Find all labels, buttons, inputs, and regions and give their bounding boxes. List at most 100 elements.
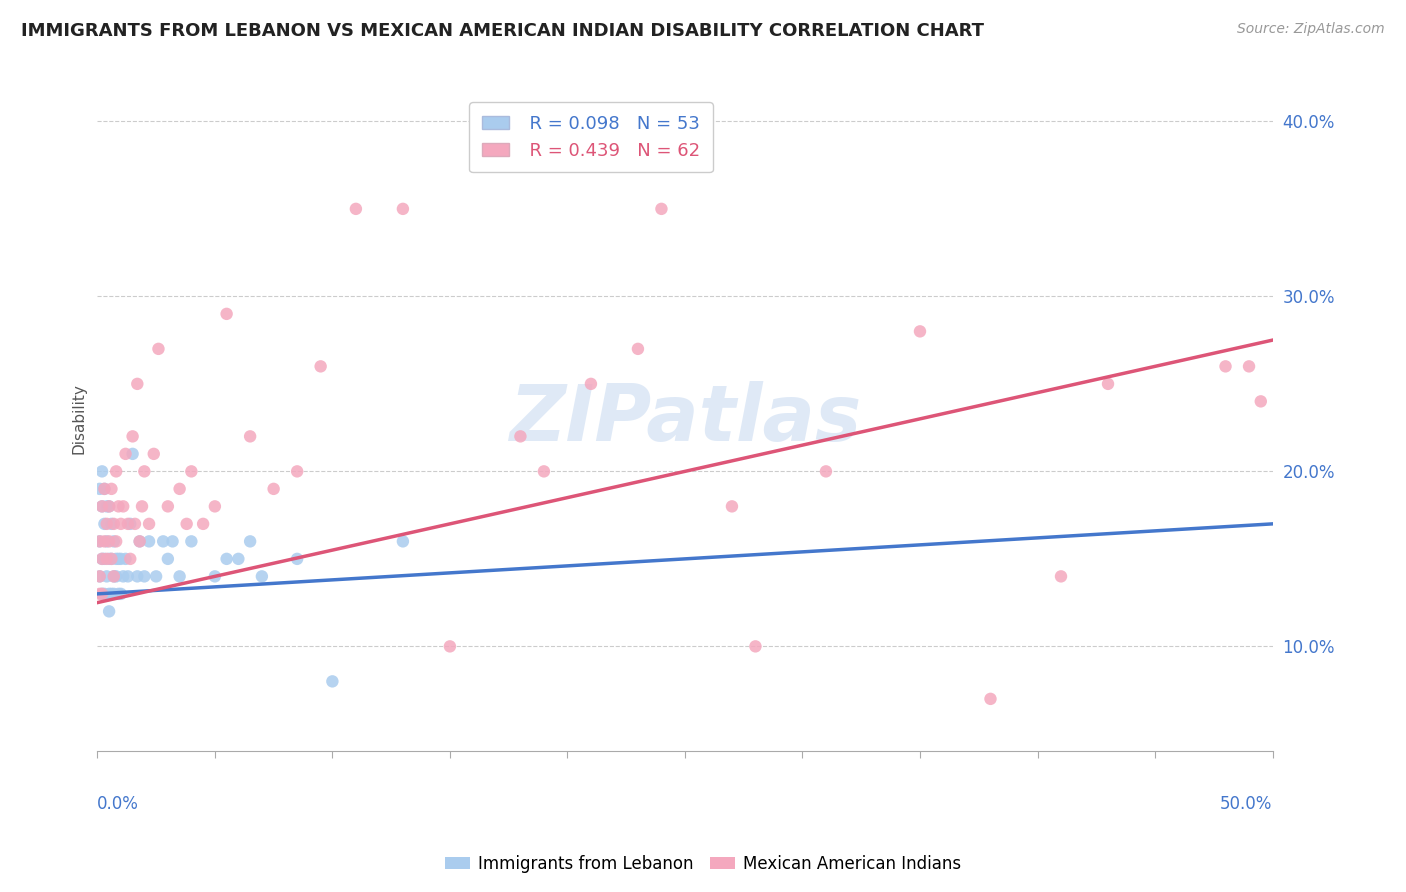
Point — [93, 482, 115, 496]
Point — [91, 552, 114, 566]
Point — [908, 324, 931, 338]
Point — [145, 569, 167, 583]
Point — [285, 464, 308, 478]
Point — [103, 534, 125, 549]
Point — [110, 516, 132, 531]
Point — [89, 587, 111, 601]
Point — [112, 569, 135, 583]
Point — [131, 500, 153, 514]
Point — [120, 516, 142, 531]
Point — [96, 516, 118, 531]
Point — [93, 482, 115, 496]
Point — [156, 500, 179, 514]
Point — [89, 534, 111, 549]
Point — [89, 482, 111, 496]
Text: ZIPatlas: ZIPatlas — [509, 381, 860, 457]
Point — [110, 587, 132, 601]
Point — [1215, 359, 1237, 374]
Point — [204, 500, 226, 514]
Point — [103, 587, 125, 601]
Point — [134, 569, 156, 583]
Point — [91, 500, 114, 514]
Point — [814, 464, 837, 478]
Point — [148, 342, 170, 356]
Point — [127, 376, 149, 391]
Point — [627, 342, 650, 356]
Point — [89, 534, 111, 549]
Point — [180, 534, 202, 549]
Point — [110, 552, 132, 566]
Point — [107, 500, 129, 514]
Point — [105, 464, 128, 478]
Point — [204, 569, 226, 583]
Point — [96, 500, 118, 514]
Point — [744, 640, 766, 654]
Point — [509, 429, 531, 443]
Point — [162, 534, 184, 549]
Point — [105, 552, 128, 566]
Point — [105, 569, 128, 583]
Point — [309, 359, 332, 374]
Point — [91, 500, 114, 514]
Point — [215, 552, 238, 566]
Point — [121, 429, 143, 443]
Point — [263, 482, 285, 496]
Point — [1237, 359, 1260, 374]
Point — [93, 516, 115, 531]
Point — [98, 534, 121, 549]
Point — [117, 516, 139, 531]
Point — [392, 534, 415, 549]
Point — [579, 376, 602, 391]
Point — [191, 516, 214, 531]
Point — [650, 202, 672, 216]
Point — [93, 587, 115, 601]
Text: 50.0%: 50.0% — [1220, 795, 1272, 814]
Point — [228, 552, 250, 566]
Point — [103, 516, 125, 531]
Point — [107, 552, 129, 566]
Point — [107, 587, 129, 601]
Point — [91, 552, 114, 566]
Point — [112, 500, 135, 514]
Point — [91, 587, 114, 601]
Point — [96, 534, 118, 549]
Text: IMMIGRANTS FROM LEBANON VS MEXICAN AMERICAN INDIAN DISABILITY CORRELATION CHART: IMMIGRANTS FROM LEBANON VS MEXICAN AMERI… — [21, 22, 984, 40]
Point — [533, 464, 555, 478]
Point — [93, 552, 115, 566]
Point — [121, 447, 143, 461]
Point — [176, 516, 198, 531]
Point — [128, 534, 150, 549]
Y-axis label: Disability: Disability — [72, 384, 86, 454]
Point — [134, 464, 156, 478]
Point — [1250, 394, 1272, 409]
Point — [96, 569, 118, 583]
Point — [321, 674, 343, 689]
Point — [250, 569, 273, 583]
Point — [105, 534, 128, 549]
Point — [169, 482, 191, 496]
Point — [103, 569, 125, 583]
Point — [91, 464, 114, 478]
Point — [1050, 569, 1073, 583]
Point — [98, 604, 121, 618]
Point — [98, 552, 121, 566]
Legend:   R = 0.098   N = 53,   R = 0.439   N = 62: R = 0.098 N = 53, R = 0.439 N = 62 — [470, 102, 713, 172]
Point — [239, 429, 262, 443]
Text: 0.0%: 0.0% — [97, 795, 139, 814]
Point — [89, 569, 111, 583]
Point — [100, 552, 122, 566]
Point — [142, 447, 165, 461]
Point — [138, 534, 160, 549]
Point — [98, 587, 121, 601]
Point — [96, 552, 118, 566]
Point — [215, 307, 238, 321]
Point — [100, 587, 122, 601]
Point — [439, 640, 461, 654]
Text: Source: ZipAtlas.com: Source: ZipAtlas.com — [1237, 22, 1385, 37]
Point — [89, 569, 111, 583]
Point — [127, 569, 149, 583]
Point — [93, 534, 115, 549]
Point — [1097, 376, 1119, 391]
Point — [169, 569, 191, 583]
Point — [100, 516, 122, 531]
